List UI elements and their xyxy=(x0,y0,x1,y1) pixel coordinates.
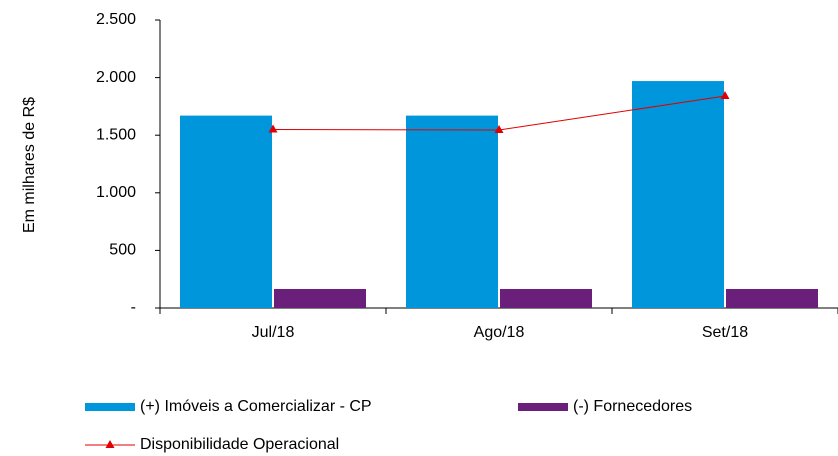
legend-swatch xyxy=(518,403,568,411)
x-tick-label: Set/18 xyxy=(702,324,748,341)
bar xyxy=(500,288,592,308)
line-marker xyxy=(268,124,278,133)
legend-label: (-) Fornecedores xyxy=(573,398,692,415)
x-tick-label: Ago/18 xyxy=(474,324,525,341)
y-axis-label: Em milhares de R$ xyxy=(21,97,38,233)
bar xyxy=(274,288,366,308)
legend-swatch xyxy=(85,403,135,411)
y-tick-label: 2.000 xyxy=(96,69,136,86)
line-marker xyxy=(720,91,730,100)
y-tick-label: 2.500 xyxy=(96,11,136,28)
y-tick-label: 1.500 xyxy=(96,126,136,143)
line-marker xyxy=(105,440,115,448)
y-tick-label: - xyxy=(131,299,136,316)
y-tick-label: 500 xyxy=(109,242,136,259)
bar xyxy=(726,288,818,308)
line-marker xyxy=(494,125,504,134)
y-tick-label: 1.000 xyxy=(96,184,136,201)
bar xyxy=(180,115,272,308)
legend-label: Disponibilidade Operacional xyxy=(140,436,339,453)
legend-label: (+) Imóveis a Comercializar - CP xyxy=(140,398,372,415)
bar xyxy=(406,115,498,308)
x-tick-label: Jul/18 xyxy=(252,324,295,341)
bar xyxy=(632,81,724,308)
